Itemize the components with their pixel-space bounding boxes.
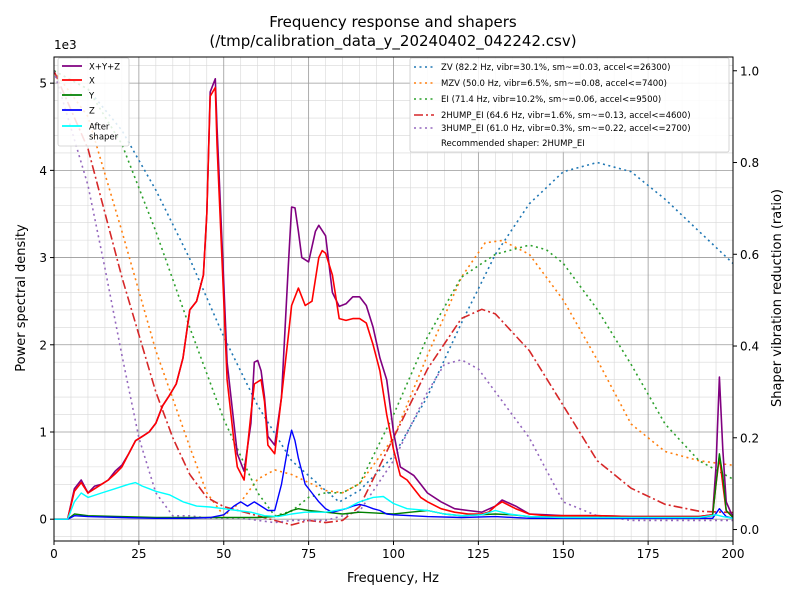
- y-tick-label: 4: [39, 164, 47, 178]
- y-tick-label: 1: [39, 425, 47, 439]
- y-tick-label: 2: [39, 338, 47, 352]
- x-axis-label: Frequency, Hz: [347, 571, 439, 586]
- psd-legend-label: X+Y+Z: [89, 63, 120, 73]
- psd-legend-label: shaper: [89, 133, 119, 143]
- y-multiplier: 1e3: [54, 38, 77, 52]
- shaper-curve-0: [54, 70, 733, 503]
- plot-area: [54, 70, 733, 526]
- axes: 0 25 50 75 100 125 150 175 200 0 1 2 3 4 5 0.0 0.2 0.4 0.6…: [39, 56, 759, 561]
- x-tick-label: 125: [467, 547, 490, 561]
- x-tick-label: 75: [301, 547, 316, 561]
- x-tick-label: 0: [50, 547, 58, 561]
- y2-tick-label: 0.4: [740, 340, 759, 354]
- psd-legend-label: X: [89, 77, 95, 87]
- x-tick-label: 175: [637, 547, 660, 561]
- y2-tick-label: 0.6: [740, 248, 759, 262]
- psd-legend-label: After: [89, 123, 110, 133]
- shaper-curve-4: [54, 70, 733, 524]
- shaper-curve-3: [54, 70, 733, 526]
- y-tick-label: 3: [39, 251, 47, 265]
- y2-tick-label: 0.2: [740, 431, 759, 445]
- shaper-curve-1: [54, 70, 733, 517]
- shaper-legend-label: MZV (50.0 Hz, vibr=6.5%, sm~=0.08, accel…: [441, 79, 667, 89]
- x-tick-label: 25: [131, 547, 146, 561]
- shaper-curve-2: [54, 70, 733, 517]
- shaper-legend-label: 3HUMP_EI (61.0 Hz, vibr=0.3%, sm~=0.22, …: [441, 124, 691, 134]
- shaper-legend-label: 2HUMP_EI (64.6 Hz, vibr=1.6%, sm~=0.13, …: [441, 111, 691, 121]
- chart-title: Frequency response and shapers: [269, 13, 517, 31]
- x-tick-label: 150: [552, 547, 575, 561]
- psd-curve-4: [54, 481, 733, 520]
- shaper-legend-label: ZV (82.2 Hz, vibr=30.1%, sm~=0.03, accel…: [441, 63, 670, 73]
- shaper-legend: ZV (82.2 Hz, vibr=30.1%, sm~=0.03, accel…: [409, 57, 730, 153]
- psd-legend-label: Y: [88, 92, 95, 102]
- y2-axis-label: Shaper vibration reduction (ratio): [770, 189, 785, 407]
- psd-legend-label: Z: [89, 107, 95, 117]
- y2-tick-label: 0.0: [740, 523, 759, 537]
- y-tick-label: 0: [39, 513, 47, 527]
- y2-tick-label: 0.8: [740, 156, 759, 170]
- psd-curve-3: [54, 429, 733, 520]
- x-tick-label: 200: [722, 547, 745, 561]
- recommended-shaper-label: Recommended shaper: 2HUMP_EI: [441, 139, 585, 149]
- chart-subtitle: (/tmp/calibration_data_y_20240402_042242…: [209, 32, 576, 51]
- x-tick-label: 100: [382, 547, 405, 561]
- psd-curve-1: [54, 86, 733, 520]
- y-axis-label: Power spectral density: [14, 224, 29, 372]
- shaper-legend-label: EI (71.4 Hz, vibr=10.2%, sm~=0.06, accel…: [441, 95, 661, 105]
- y2-tick-label: 1.0: [740, 64, 759, 78]
- x-tick-label: 50: [216, 547, 231, 561]
- y-tick-label: 5: [39, 77, 47, 91]
- shaper-legend-box: [409, 57, 730, 153]
